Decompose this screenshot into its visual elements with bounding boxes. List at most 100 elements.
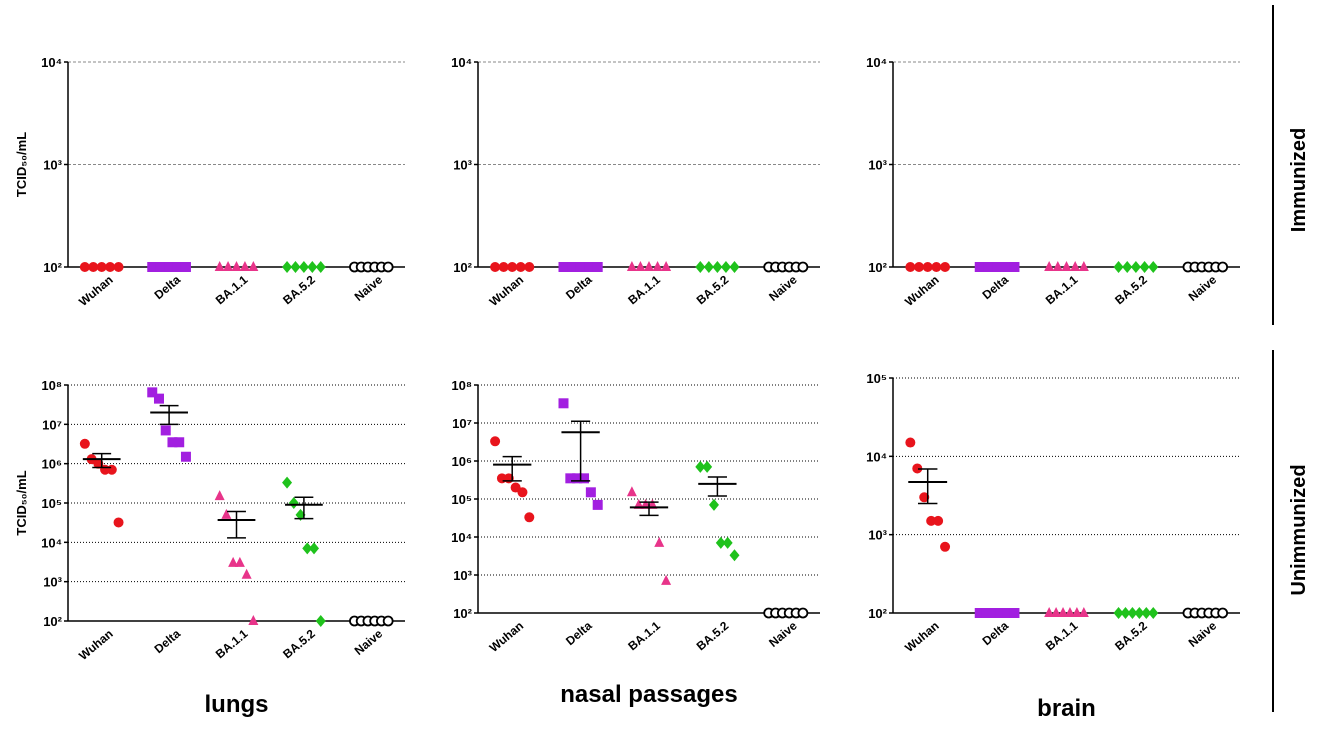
data-point bbox=[1000, 262, 1011, 272]
x-tick-label: Delta bbox=[152, 626, 184, 656]
data-point bbox=[1120, 607, 1131, 619]
y-axis-label: TCID₅₀/mL bbox=[14, 132, 29, 197]
data-point bbox=[635, 261, 646, 271]
data-point bbox=[180, 451, 191, 462]
data-point bbox=[652, 261, 663, 271]
data-point bbox=[584, 262, 595, 272]
data-point bbox=[661, 574, 672, 585]
data-point bbox=[995, 608, 1006, 618]
data-point bbox=[93, 458, 104, 469]
data-point bbox=[695, 460, 706, 473]
data-point bbox=[729, 549, 740, 562]
data-point bbox=[167, 437, 178, 448]
panel-title: brain bbox=[1037, 695, 1096, 722]
data-point bbox=[490, 436, 501, 447]
data-point bbox=[1148, 261, 1159, 273]
data-point bbox=[992, 262, 1003, 272]
x-tick-label: Wuhan bbox=[76, 273, 115, 309]
data-point bbox=[172, 262, 183, 272]
y-tick-label: 10⁴ bbox=[866, 55, 887, 70]
x-tick-label: BA.5.2 bbox=[280, 272, 318, 307]
data-point bbox=[295, 508, 306, 521]
data-point bbox=[1148, 607, 1159, 619]
data-point bbox=[88, 262, 99, 272]
data-point bbox=[1141, 607, 1152, 619]
x-tick-label: BA.1.1 bbox=[213, 272, 251, 307]
data-point bbox=[1127, 607, 1138, 619]
y-tick-label: 10² bbox=[868, 260, 887, 275]
data-point bbox=[558, 398, 569, 409]
x-tick-label: Delta bbox=[563, 272, 595, 302]
data-point bbox=[1122, 261, 1133, 273]
data-point bbox=[524, 512, 535, 523]
y-axis-label: TCID₅₀/mL bbox=[14, 470, 29, 535]
data-point bbox=[940, 262, 951, 272]
data-point bbox=[524, 262, 535, 272]
y-tick-label: 10⁴ bbox=[866, 449, 887, 464]
data-point bbox=[96, 262, 107, 272]
data-point bbox=[221, 508, 232, 519]
x-tick-label: Naive bbox=[352, 626, 386, 658]
data-point bbox=[558, 262, 569, 272]
data-point bbox=[515, 262, 526, 272]
data-point bbox=[1052, 261, 1063, 271]
data-point bbox=[654, 536, 665, 547]
data-point bbox=[1044, 607, 1055, 617]
data-point bbox=[1130, 261, 1141, 273]
data-point bbox=[147, 262, 158, 272]
data-point bbox=[1113, 607, 1124, 619]
y-tick-label: 10³ bbox=[868, 158, 887, 173]
data-point bbox=[797, 261, 809, 273]
data-point bbox=[565, 473, 576, 484]
data-point bbox=[912, 463, 923, 474]
y-tick-label: 10⁶ bbox=[42, 457, 62, 472]
y-tick-label: 10⁷ bbox=[42, 417, 62, 432]
x-tick-label: Delta bbox=[152, 272, 184, 302]
data-point bbox=[933, 515, 944, 526]
data-point bbox=[626, 486, 637, 497]
x-tick-label: Naive bbox=[352, 272, 386, 304]
data-point bbox=[1002, 608, 1013, 618]
data-point bbox=[239, 261, 250, 271]
data-point bbox=[1071, 607, 1082, 617]
data-point bbox=[241, 568, 252, 579]
x-tick-label: BA.5.2 bbox=[694, 272, 732, 307]
data-point bbox=[722, 536, 733, 549]
data-point bbox=[926, 515, 937, 526]
data-point bbox=[147, 387, 158, 398]
y-tick-label: 10⁶ bbox=[452, 454, 472, 469]
data-point bbox=[1009, 608, 1020, 618]
data-point bbox=[1061, 261, 1072, 271]
data-point bbox=[981, 608, 992, 618]
data-point bbox=[113, 517, 124, 528]
data-point bbox=[214, 490, 225, 501]
data-point bbox=[1134, 607, 1145, 619]
data-point bbox=[307, 261, 318, 273]
data-point bbox=[592, 499, 603, 510]
y-tick-label: 10⁴ bbox=[41, 535, 62, 550]
y-tick-label: 10⁴ bbox=[451, 55, 472, 70]
y-tick-label: 10⁵ bbox=[866, 371, 887, 386]
data-point bbox=[282, 476, 293, 489]
data-point bbox=[288, 497, 299, 509]
data-point bbox=[174, 437, 185, 448]
x-tick-label: Wuhan bbox=[902, 619, 941, 655]
data-point bbox=[231, 261, 242, 271]
data-point bbox=[661, 261, 672, 271]
data-point bbox=[797, 607, 809, 619]
data-point bbox=[715, 536, 726, 549]
x-tick-label: Wuhan bbox=[76, 627, 115, 663]
data-point bbox=[290, 261, 301, 273]
data-point bbox=[315, 261, 326, 273]
x-tick-label: BA.1.1 bbox=[1043, 618, 1081, 653]
data-point bbox=[1078, 607, 1089, 617]
x-tick-label: Naive bbox=[1186, 272, 1220, 304]
data-point bbox=[1009, 262, 1020, 272]
data-point bbox=[940, 541, 951, 552]
data-point bbox=[703, 261, 714, 273]
y-tick-label: 10⁵ bbox=[451, 492, 472, 507]
y-tick-label: 10⁸ bbox=[451, 378, 472, 393]
y-tick-label: 10³ bbox=[43, 575, 62, 590]
x-tick-label: Naive bbox=[766, 272, 800, 304]
